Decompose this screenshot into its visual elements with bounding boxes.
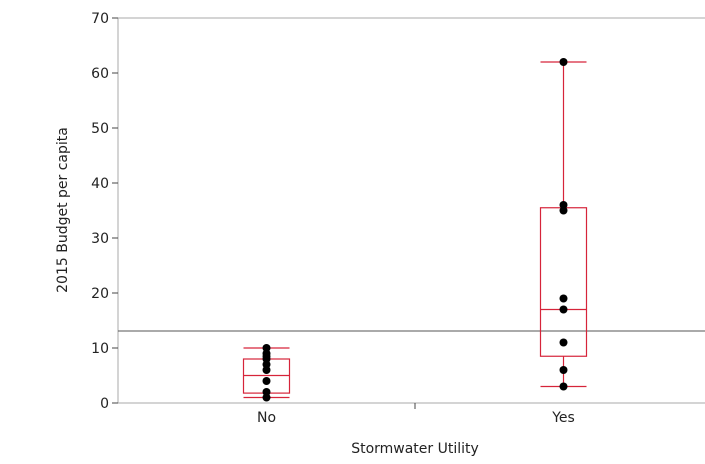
data-point — [559, 382, 568, 391]
y-tick-label: 50 — [91, 121, 109, 137]
data-point — [262, 344, 271, 352]
y-tick-label: 30 — [91, 231, 109, 247]
plot-frame — [117, 17, 705, 404]
data-point — [559, 58, 568, 66]
data-point — [262, 349, 271, 358]
x-axis-title: Stormwater Utility — [351, 441, 479, 457]
y-tick-label: 40 — [91, 176, 109, 192]
data-point — [559, 305, 568, 314]
data-points — [262, 58, 568, 402]
data-point — [262, 393, 271, 402]
y-tick-label: 70 — [91, 11, 109, 27]
y-axis: 0 10 20 30 40 50 60 70 — [91, 11, 118, 412]
data-point — [559, 201, 568, 209]
data-point — [559, 338, 568, 347]
data-point — [262, 388, 271, 396]
data-point — [559, 366, 568, 374]
y-tick-label: 0 — [100, 396, 109, 412]
data-point — [262, 360, 271, 369]
data-point — [559, 294, 568, 303]
data-point — [559, 206, 568, 215]
data-point — [262, 377, 271, 385]
x-tick-label: No — [257, 410, 276, 426]
x-axis: No Yes — [257, 403, 575, 426]
y-tick-label: 20 — [91, 286, 109, 302]
y-tick-label: 60 — [91, 66, 109, 82]
data-point — [262, 366, 271, 374]
y-tick-label: 10 — [91, 341, 109, 357]
y-axis-title: 2015 Budget per capita — [55, 127, 71, 293]
x-tick-label: Yes — [551, 410, 575, 426]
